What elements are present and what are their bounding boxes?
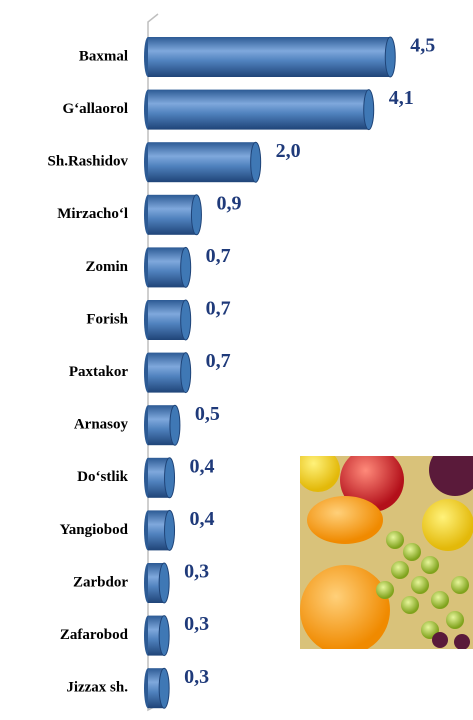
bar (148, 353, 186, 393)
value-label: 4,1 (389, 87, 414, 109)
bar-cap (181, 247, 191, 287)
value-label: 0,9 (216, 192, 241, 214)
category-label: Jizzax sh. (66, 680, 128, 696)
bar-cap (159, 563, 169, 603)
category-label: Zarbdor (73, 574, 128, 590)
bar-cap (385, 37, 395, 77)
bar (148, 247, 186, 287)
value-label: 0,7 (206, 350, 231, 372)
bar-cap (159, 668, 169, 708)
category-label: Yangiobod (60, 522, 129, 538)
category-label: Baxmal (79, 48, 128, 64)
value-label: 4,5 (410, 35, 435, 57)
chart: Baxmal 4,5 G‘allaorol 4,1 Sh.Rashidov 2,0 Mirz… (0, 0, 473, 720)
category-label: Zomin (85, 259, 128, 275)
bar-cap (181, 300, 191, 340)
category-label: Arnasoy (74, 417, 129, 433)
category-label: G‘allaorol (62, 101, 128, 117)
bar-cap (165, 458, 175, 498)
bar-cap (159, 616, 169, 656)
bar (148, 300, 186, 340)
bar-cap (191, 195, 201, 235)
value-label: 0,4 (190, 455, 215, 477)
bar (148, 195, 196, 235)
value-label: 0,4 (190, 508, 215, 530)
bar (148, 37, 390, 77)
value-label: 0,7 (206, 298, 231, 320)
category-label: Mirzacho‘l (57, 206, 128, 222)
category-label: Zafarobod (60, 627, 129, 643)
category-label: Sh.Rashidov (48, 154, 129, 170)
bar (148, 142, 256, 182)
bar-cap (170, 405, 180, 445)
category-label: Do‘stlik (77, 469, 128, 485)
value-label: 0,3 (184, 666, 209, 688)
bar-cap (364, 90, 374, 130)
fruit-photo (296, 444, 473, 655)
value-label: 0,7 (206, 245, 231, 267)
bar (148, 90, 369, 130)
bar-cap (181, 353, 191, 393)
value-label: 0,5 (195, 403, 220, 425)
value-label: 0,3 (184, 561, 209, 583)
category-label: Forish (86, 311, 128, 327)
value-label: 2,0 (276, 140, 301, 162)
value-label: 0,3 (184, 613, 209, 635)
bar-cap (251, 142, 261, 182)
category-label: Paxtakor (69, 364, 129, 380)
bar-cap (165, 510, 175, 550)
